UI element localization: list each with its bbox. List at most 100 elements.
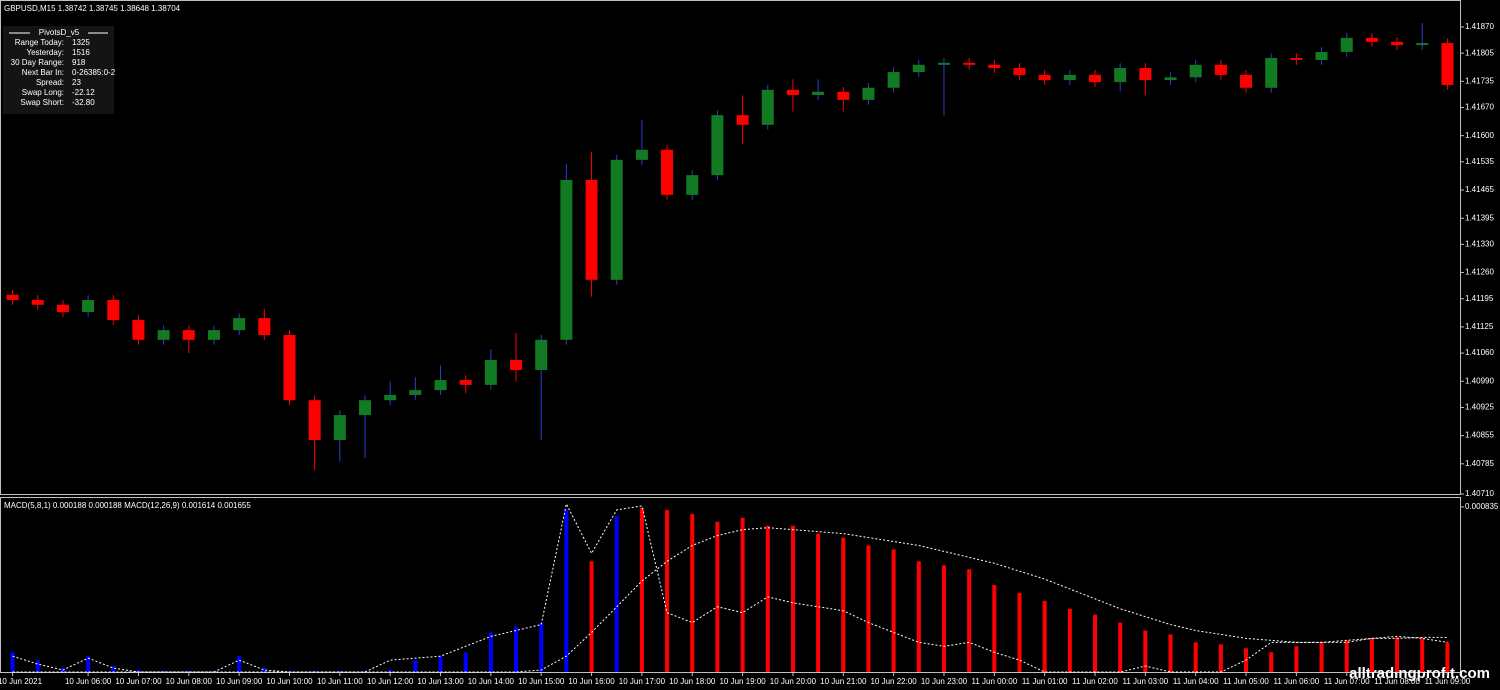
histogram-bar: [589, 561, 594, 672]
panel-label: Next Bar In:: [22, 68, 64, 77]
x-tick-label: 10 Jun 21:00: [820, 677, 867, 686]
histogram-bar: [967, 569, 972, 672]
candle-body: [1139, 68, 1152, 81]
histogram-bar: [740, 517, 745, 672]
histogram-bar: [1042, 600, 1047, 672]
histogram-bar: [790, 525, 795, 672]
histogram-bar: [539, 622, 544, 672]
candle-body: [132, 320, 145, 340]
candle-body: [1391, 41, 1404, 46]
candle-body: [1315, 51, 1328, 60]
histogram-bar: [514, 626, 519, 672]
candle-body: [510, 359, 523, 370]
x-tick-label: 10 Jun 16:00: [568, 677, 615, 686]
x-tick-label: 11 Jun 02:00: [1072, 677, 1118, 686]
candle-body: [736, 115, 749, 125]
macd-pane-frame: [0, 497, 1461, 673]
histogram-bar: [10, 652, 15, 672]
x-tick-label: 10 Jun 12:00: [367, 677, 414, 686]
panel-value: 23: [72, 78, 81, 87]
histogram-bar: [841, 537, 846, 672]
candle-body: [157, 330, 170, 340]
histogram-bar: [262, 668, 267, 672]
candle-body: [585, 179, 598, 280]
candle-body: [786, 89, 799, 96]
y-tick-label: 1.41465: [1465, 185, 1494, 194]
x-tick-label: 11 Jun 07:00: [1324, 677, 1370, 686]
y-tick-label: 1.41395: [1465, 213, 1494, 222]
candle-body: [1441, 43, 1454, 85]
candle-body: [1013, 68, 1026, 75]
candle-body: [761, 89, 774, 125]
candle-body: [560, 179, 573, 340]
x-tick-label: 10 Jun 10:00: [266, 677, 313, 686]
x-tick-label: 11 Jun 09:00: [1425, 677, 1471, 686]
candle-body: [1189, 64, 1202, 78]
y-tick-label: 1.40925: [1465, 403, 1494, 412]
y-tick-label: 1.41330: [1465, 239, 1494, 248]
histogram-bar: [1344, 640, 1349, 672]
macd-legend: MACD(5,8,1) 0.000188 0.000188 MACD(12,26…: [4, 501, 251, 510]
panel-value: 1516: [72, 48, 90, 57]
histogram-bar: [614, 515, 619, 672]
x-tick-label: 10 Jun 2021: [0, 677, 43, 686]
panel-label: Yesterday:: [26, 48, 64, 57]
candle-body: [359, 400, 371, 416]
y-tick-label: 1.41670: [1465, 103, 1494, 112]
macd-line: [12, 502, 1448, 673]
candle-body: [812, 91, 825, 96]
candle-body: [610, 159, 623, 280]
histogram-bar: [1017, 592, 1022, 672]
histogram-bar: [86, 656, 91, 672]
y-tick-label: 1.41125: [1465, 322, 1494, 331]
histogram-bar: [463, 652, 468, 672]
histogram-bar: [1420, 638, 1425, 672]
histogram-bar: [765, 525, 770, 672]
candle-body: [937, 62, 950, 65]
histogram-bar: [690, 513, 695, 672]
candle-body: [837, 91, 850, 100]
histogram-bar: [136, 670, 141, 672]
y-tick-label: 1.41195: [1465, 294, 1494, 303]
histogram-bar: [715, 521, 720, 672]
histogram-bar: [35, 660, 40, 672]
histogram-bar: [1294, 646, 1299, 672]
histogram-bar: [891, 549, 896, 672]
histogram-bar: [337, 671, 342, 672]
candle-body: [635, 149, 648, 160]
histogram-bar: [111, 666, 116, 672]
x-tick-label: 10 Jun 18:00: [669, 677, 716, 686]
histogram-bar: [992, 585, 997, 672]
candle-body: [459, 380, 472, 385]
candle-body: [988, 64, 1001, 69]
candle-body: [207, 330, 220, 340]
panel-value: 0-26385:0-2: [72, 68, 116, 77]
candle-body: [283, 334, 296, 401]
histogram-bar: [564, 509, 569, 672]
candle-body: [1114, 68, 1127, 83]
histogram-bar: [488, 632, 493, 672]
x-tick-label: 10 Jun 15:00: [518, 677, 565, 686]
histogram-bar: [1369, 638, 1374, 672]
y-tick-label: 1.41260: [1465, 268, 1494, 277]
histogram-bar: [438, 656, 443, 672]
histogram-bar: [816, 533, 821, 672]
panel-label: Range Today:: [15, 38, 64, 47]
histogram-bar: [916, 561, 921, 672]
candle-body: [434, 380, 447, 391]
panel-value: 918: [72, 58, 86, 67]
candle-body: [1416, 43, 1429, 46]
candle-body: [535, 339, 548, 370]
candle-body: [661, 149, 674, 195]
x-tick-label: 10 Jun 19:00: [719, 677, 766, 686]
histogram-bar: [639, 507, 644, 672]
y-tick-label: 1.41600: [1465, 131, 1494, 140]
candle-body: [308, 400, 321, 441]
candle-body: [484, 359, 497, 385]
candle-body: [233, 318, 246, 331]
candle-body: [1164, 77, 1177, 81]
histogram-bar: [1168, 634, 1173, 672]
candle-body: [333, 415, 346, 441]
panel-label: Swap Short:: [20, 98, 64, 107]
